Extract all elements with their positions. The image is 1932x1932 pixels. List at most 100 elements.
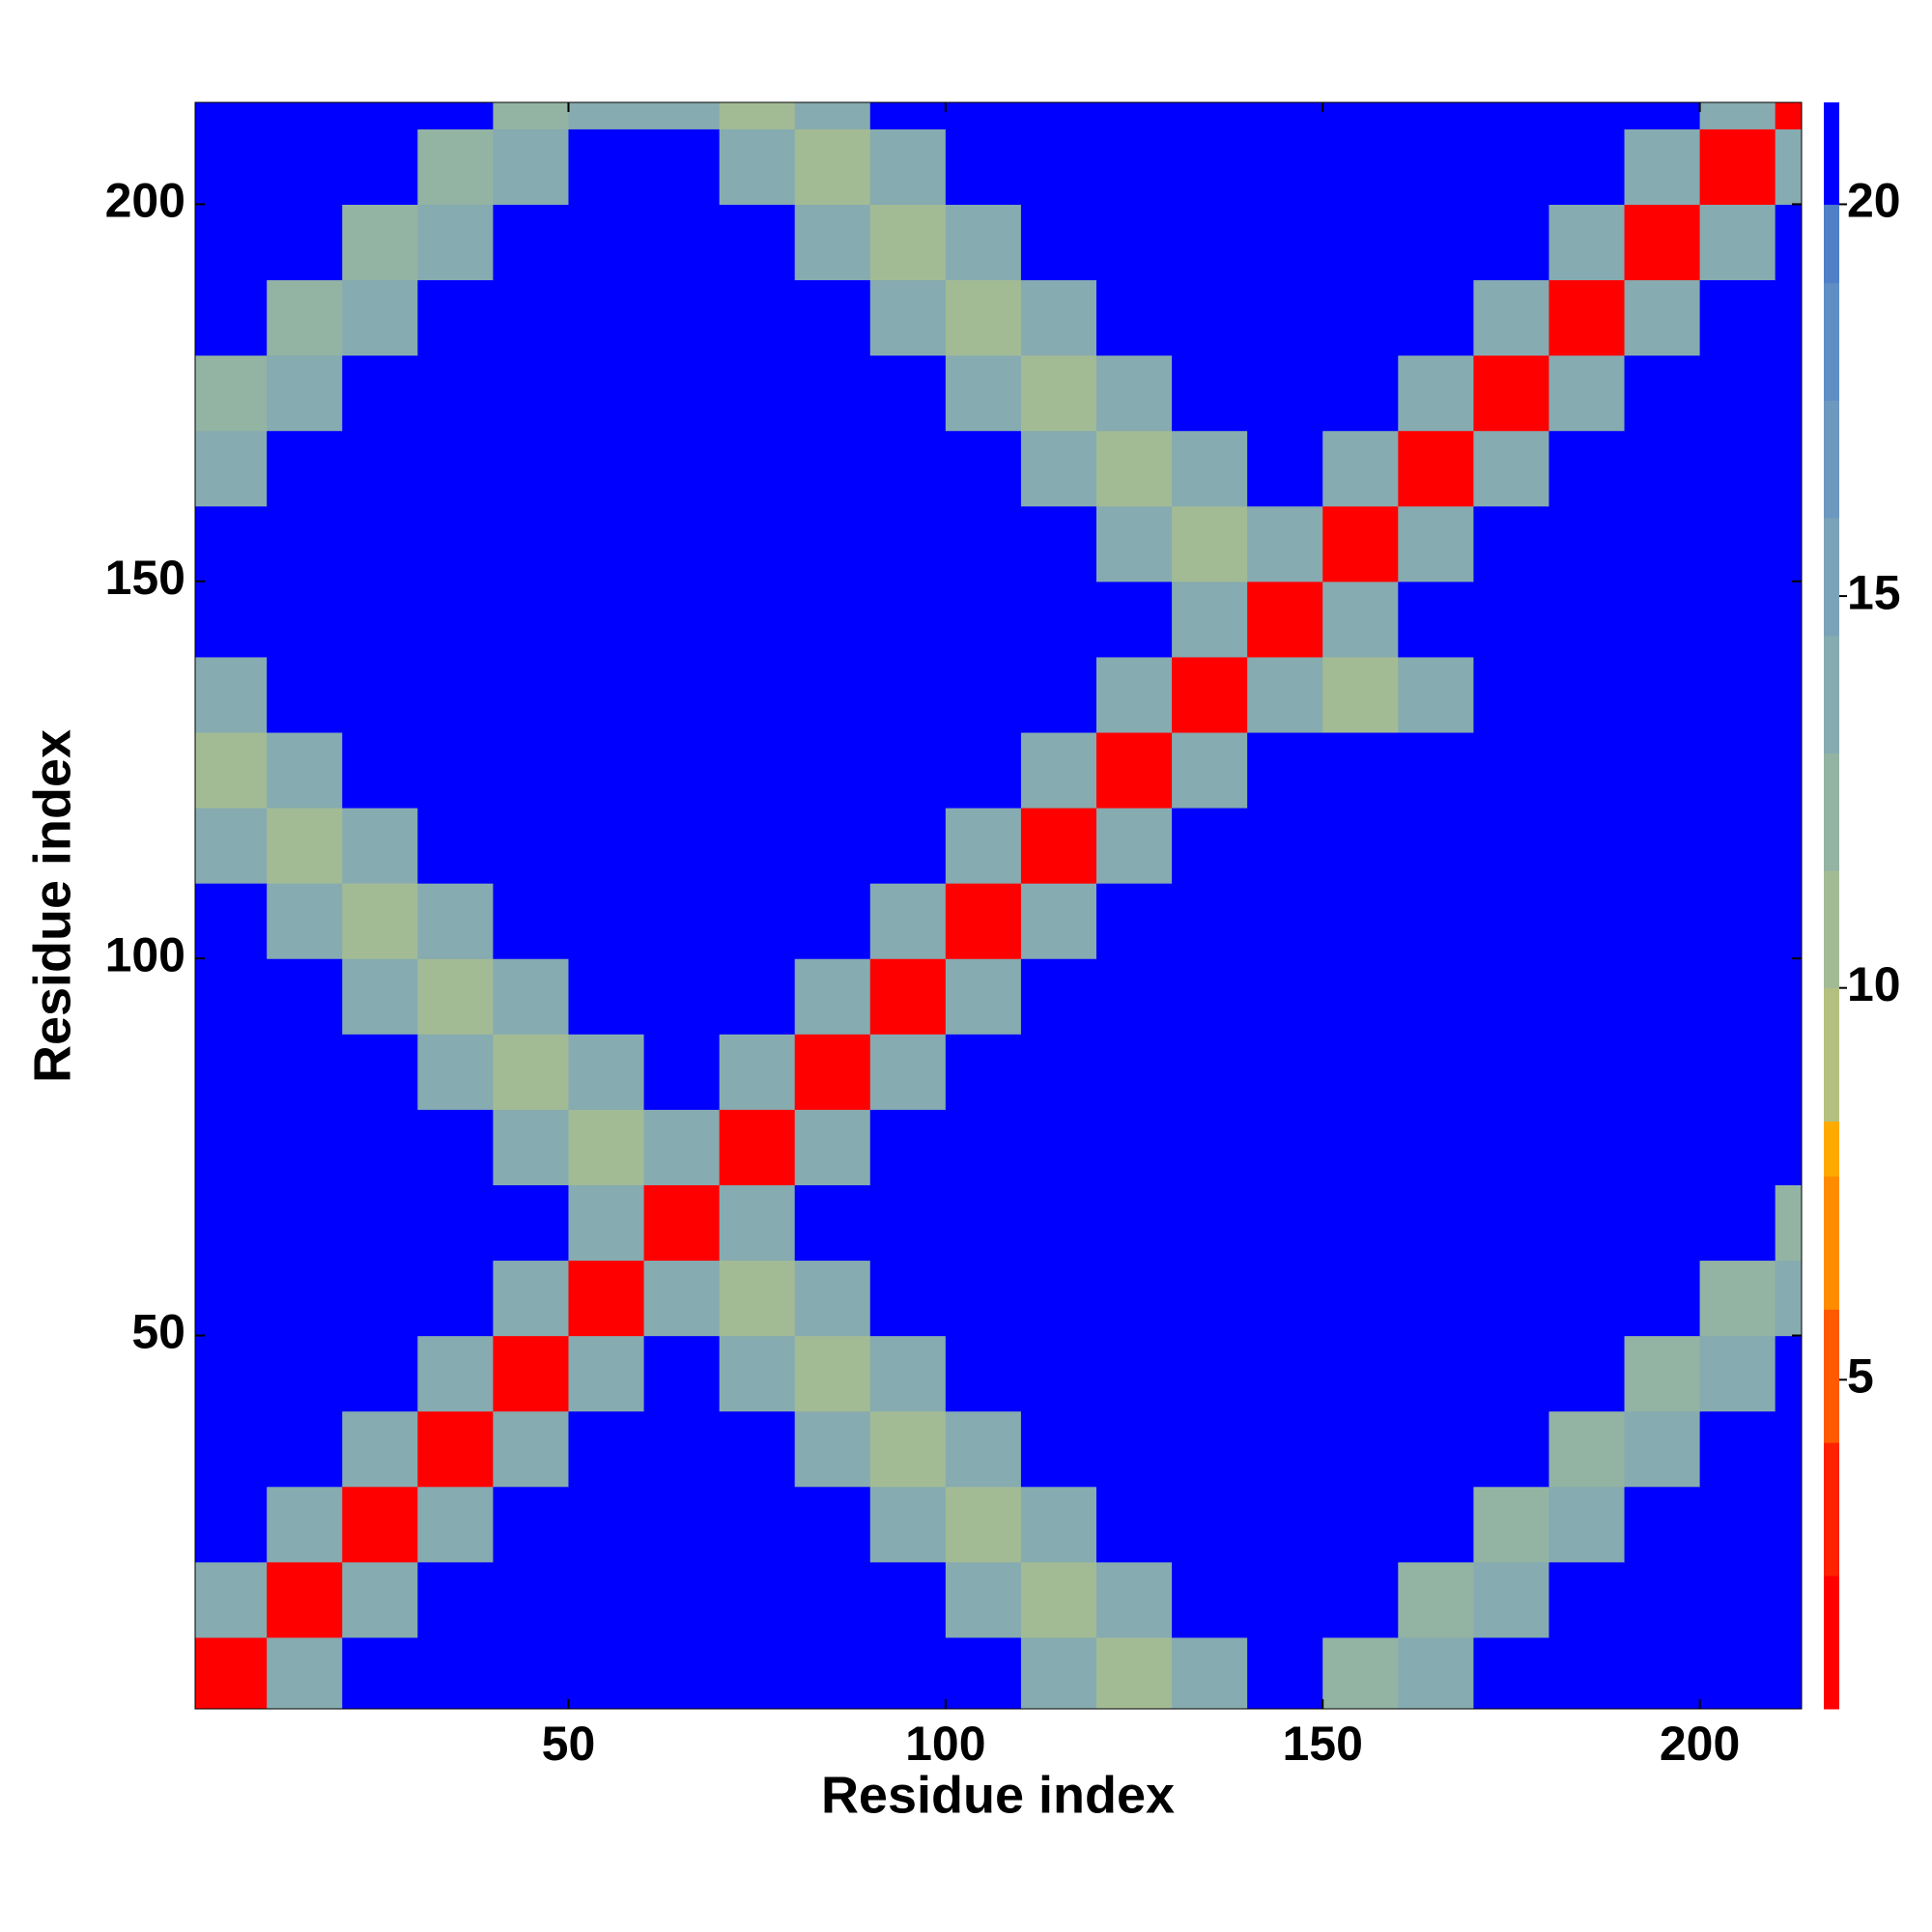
y-tick-label: 50 <box>131 1305 185 1359</box>
heatmap-cell <box>1775 1109 1802 1185</box>
heatmap-cell <box>1775 1260 1802 1337</box>
heatmap-cell <box>1172 355 1248 432</box>
heatmap-cell <box>869 128 947 206</box>
heatmap-cell <box>417 1034 494 1110</box>
heatmap-cell <box>1247 279 1323 356</box>
heatmap-cell <box>493 1636 570 1709</box>
heatmap-cell <box>945 279 1022 356</box>
y-tick-label: 100 <box>105 927 185 981</box>
heatmap-cell <box>1775 1561 1802 1638</box>
heatmap-cell <box>1322 1410 1399 1488</box>
heatmap-cell <box>1548 808 1626 884</box>
heatmap-cell <box>1172 1184 1248 1262</box>
heatmap-cell <box>1095 1184 1173 1262</box>
heatmap-cell <box>945 656 1022 733</box>
heatmap-cell <box>1020 279 1097 356</box>
heatmap-cell <box>643 1410 721 1488</box>
heatmap-cell <box>1398 1636 1474 1709</box>
heatmap-cell <box>945 505 1022 582</box>
heatmap-cell <box>1095 581 1173 658</box>
colorbar-segment <box>1824 102 1839 205</box>
heatmap-cell <box>1020 505 1097 582</box>
x-axis-title: Residue index <box>821 1766 1175 1824</box>
heatmap-cell <box>1398 279 1474 356</box>
heatmap-cell <box>195 1034 268 1110</box>
heatmap-cell <box>1322 505 1399 582</box>
heatmap-cell <box>267 808 343 884</box>
heatmap-cell <box>945 102 1022 129</box>
heatmap-cell <box>1322 958 1399 1035</box>
colorbar-segment <box>1824 1121 1839 1177</box>
heatmap-cell <box>568 883 645 959</box>
heatmap-cell <box>1020 656 1097 733</box>
heatmap-cell <box>869 1260 947 1337</box>
heatmap-cell <box>1473 1184 1550 1262</box>
x-tick-label: 100 <box>905 1717 985 1771</box>
heatmap-cell <box>643 1109 721 1185</box>
heatmap-cell <box>1172 1636 1248 1709</box>
heatmap-cell <box>1473 1636 1550 1709</box>
heatmap-cell <box>1624 1184 1701 1262</box>
heatmap-cell <box>417 1184 494 1262</box>
heatmap-cell <box>342 1034 418 1110</box>
heatmap-cell <box>719 355 796 432</box>
heatmap-cell <box>719 1184 796 1262</box>
heatmap-cell <box>1699 1335 1776 1412</box>
heatmap-cell <box>1775 656 1802 733</box>
heatmap-cell <box>342 1561 418 1638</box>
heatmap-cell <box>417 1486 494 1563</box>
heatmap-cell <box>195 128 268 206</box>
heatmap-cell <box>719 505 796 582</box>
colorbar-segment <box>1824 1309 1839 1443</box>
heatmap-cell <box>1699 731 1776 809</box>
heatmap-cell <box>869 279 947 356</box>
heatmap-cell <box>342 1335 418 1412</box>
heatmap-cell <box>267 102 343 129</box>
heatmap-cell <box>794 1109 871 1185</box>
heatmap-cell <box>1548 958 1626 1035</box>
heatmap-cell <box>568 505 645 582</box>
heatmap-cell <box>1624 505 1701 582</box>
heatmap-cell <box>1095 1335 1173 1412</box>
heatmap-cell <box>719 102 796 129</box>
heatmap-cell <box>794 1335 871 1412</box>
heatmap-cell <box>1398 1034 1474 1110</box>
heatmap-cell <box>493 1486 570 1563</box>
heatmap-cell <box>1473 656 1550 733</box>
heatmap-cell <box>342 1109 418 1185</box>
heatmap-cell <box>568 1561 645 1638</box>
heatmap-cell <box>1247 128 1323 206</box>
heatmap-cell <box>1322 355 1399 432</box>
heatmap-cell <box>1095 102 1173 129</box>
y-tick-label: 150 <box>105 551 185 605</box>
heatmap-cell <box>267 581 343 658</box>
heatmap-cell <box>1548 430 1626 507</box>
heatmap-cell <box>267 355 343 432</box>
heatmap-cell <box>1473 808 1550 884</box>
heatmap-cell <box>1473 1561 1550 1638</box>
heatmap-cell <box>643 102 721 129</box>
heatmap-cell <box>1398 581 1474 658</box>
heatmap-cell <box>417 731 494 809</box>
heatmap-cell <box>1624 1410 1701 1488</box>
heatmap-cell <box>643 430 721 507</box>
heatmap-cell <box>1398 1486 1474 1563</box>
heatmap-cell <box>493 1184 570 1262</box>
heatmap-cell <box>719 1410 796 1488</box>
heatmap-cell <box>267 1260 343 1337</box>
heatmap-cell <box>1172 1109 1248 1185</box>
heatmap-cell <box>1020 1335 1097 1412</box>
heatmap-cell <box>1699 505 1776 582</box>
heatmap-cell <box>568 1486 645 1563</box>
colorbar-segment <box>1824 987 1839 1122</box>
heatmap-cell <box>1020 1410 1097 1488</box>
heatmap-cell <box>945 1184 1022 1262</box>
heatmap-cell <box>493 355 570 432</box>
heatmap-cell <box>1699 1636 1776 1709</box>
heatmap-cell <box>568 430 645 507</box>
heatmap-cell <box>342 958 418 1035</box>
heatmap-cell <box>1699 808 1776 884</box>
heatmap-cell <box>1398 731 1474 809</box>
heatmap-cell <box>195 1109 268 1185</box>
